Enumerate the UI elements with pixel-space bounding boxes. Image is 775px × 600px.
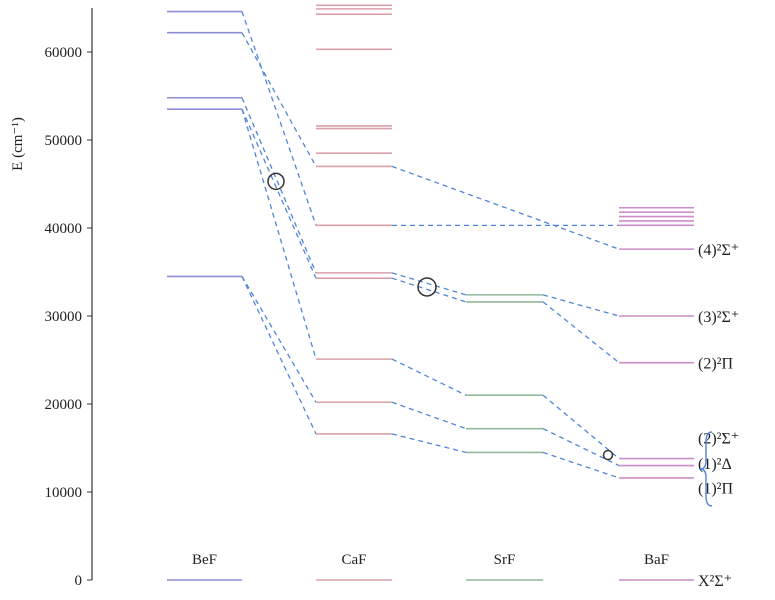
correlation-line: [241, 32, 317, 167]
state-label: (2)²Σ⁺: [698, 430, 739, 447]
correlation-line: [241, 276, 317, 435]
y-tick-label: 10000: [45, 485, 83, 501]
crossing-markers: [267, 172, 614, 461]
labels: BeF CaF SrF BaF(4)²Σ⁺(3)²Σ⁺(2)²Π(2)²Σ⁺(1)²Δ…: [192, 242, 739, 590]
correlation-lines: [241, 11, 620, 479]
correlation-line: [391, 272, 467, 296]
correlation-line: [241, 97, 317, 274]
correlation-line: [241, 109, 317, 360]
correlation-line: [391, 358, 467, 396]
molecule-label: BaF: [644, 552, 669, 568]
state-label: (2)²Π: [698, 356, 733, 373]
crossing-marker: [417, 277, 437, 297]
molecule-label: BeF: [192, 552, 217, 568]
correlation-line: [241, 276, 317, 403]
correlation-line: [391, 277, 467, 303]
molecule-label: SrF: [494, 552, 516, 568]
molecule-label: CaF: [341, 552, 366, 568]
correlation-line: [391, 433, 467, 454]
correlation-line: [542, 394, 620, 460]
correlation-line: [241, 108, 317, 279]
correlation-line: [542, 301, 620, 364]
y-tick-label: 20000: [45, 397, 83, 413]
state-label: X²Σ⁺: [698, 573, 732, 590]
correlation-line: [542, 451, 620, 479]
state-label: (4)²Σ⁺: [698, 242, 739, 259]
y-tick-label: 40000: [45, 221, 83, 237]
y-tick-label: 30000: [45, 309, 83, 325]
y-tick-label: 60000: [45, 45, 83, 61]
correlation-line: [542, 294, 620, 317]
correlation-line: [241, 11, 317, 226]
crossing-marker: [602, 449, 614, 461]
y-tick-label: 0: [75, 573, 83, 589]
y-axis: 0 10000 20000 30000 40000 50000 60000 E (cm⁻¹): [10, 8, 93, 589]
correlation-line: [391, 401, 467, 430]
crossing-marker: [267, 172, 285, 191]
energy-levels: [167, 4, 694, 581]
state-label: (1)²Π: [698, 481, 733, 498]
y-tick-label: 50000: [45, 133, 83, 149]
correlation-line: [391, 165, 620, 250]
y-axis-label: E (cm⁻¹): [10, 117, 26, 171]
state-group-brace: [699, 431, 713, 507]
state-label: (3)²Σ⁺: [698, 309, 739, 326]
